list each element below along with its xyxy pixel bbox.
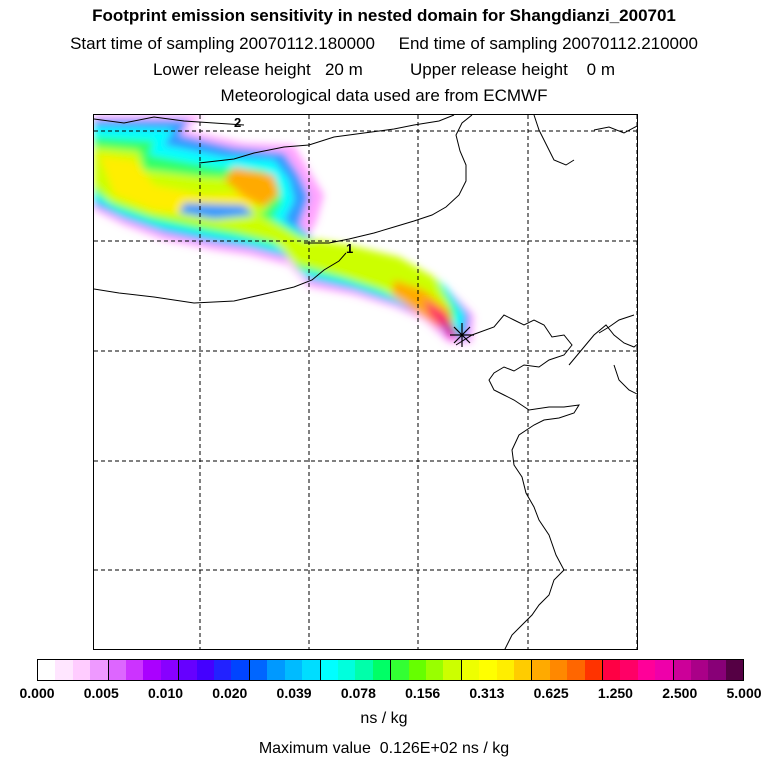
colorbar-segment [90,660,109,680]
colorbar-segment [391,660,409,680]
colorbar-segment [603,660,621,680]
colorbar-tick-label: 0.039 [276,685,312,701]
colorbar-segment [284,660,303,680]
colorbar-segment [549,660,568,680]
colorbar-segment [337,660,356,680]
colorbar-segment [425,660,444,680]
colorbar-segment [567,660,585,680]
colorbar-segment [179,660,197,680]
colorbar-segment [320,660,338,680]
colorbar-tick-label: 0.625 [533,685,569,701]
colorbar-segment [160,660,180,680]
colorbar-segment [372,660,392,680]
colorbar-tick-label: 1.250 [597,685,633,701]
colorbar-segment [673,660,692,680]
colorbar-segment [108,660,127,680]
colorbar-segment [214,660,232,680]
emission-plume [94,115,474,343]
star-icon [450,323,474,347]
colorbar-segment [637,660,656,680]
colorbar-tick-label: 0.000 [19,685,55,701]
meteo-source: Meteorological data used are from ECMWF [220,86,548,105]
trajectory-marker-2: 2 [234,115,241,130]
colorbar-tick-label: 0.313 [469,685,505,701]
colorbar-units: ns / kg [360,710,408,727]
colorbar-tick-label: 0.078 [340,685,376,701]
colorbar-segment [691,660,709,680]
colorbar-segment [620,660,638,680]
map-canvas: 2 1 [94,115,637,649]
sampling-times: Start time of sampling 20070112.180000 E… [70,34,698,53]
colorbar-segment [496,660,514,680]
colorbar-segment [355,660,373,680]
colorbar-segment [584,660,603,680]
footprint-map: 2 1 [93,114,638,650]
colorbar-segment [231,660,250,680]
colorbar-segment [443,660,462,680]
colorbar-tick-label: 5.000 [726,685,762,701]
colorbar [37,659,744,681]
colorbar-segment [532,660,550,680]
colorbar-segment [126,660,144,680]
colorbar-tick-label: 2.500 [662,685,698,701]
colorbar-segment [479,660,497,680]
colorbar-segment [708,660,726,680]
colorbar-segment [461,660,480,680]
colorbar-tick-label: 0.010 [148,685,184,701]
map-title: Footprint emission sensitivity in nested… [92,6,676,25]
colorbar-segment [55,660,73,680]
colorbar-segment [408,660,426,680]
colorbar-segment [143,660,161,680]
colorbar-segment [302,660,321,680]
colorbar-segment [38,660,56,680]
colorbar-segment [513,660,533,680]
map-gridlines [94,115,637,649]
colorbar-segment [655,660,674,680]
colorbar-segment [267,660,285,680]
colorbar-segment [725,660,744,680]
colorbar-tick-label: 0.005 [83,685,119,701]
colorbar-segment [72,660,91,680]
trajectory-marker-1: 1 [346,241,353,256]
colorbar-segment [249,660,268,680]
max-value-label: Maximum value 0.126E+02 ns / kg [258,740,510,757]
colorbar-tick-label: 0.156 [405,685,441,701]
coastlines [94,115,637,649]
colorbar-segment [196,660,215,680]
release-heights: Lower release height 20 m Upper release … [152,60,616,79]
colorbar-tick-label: 0.020 [212,685,248,701]
